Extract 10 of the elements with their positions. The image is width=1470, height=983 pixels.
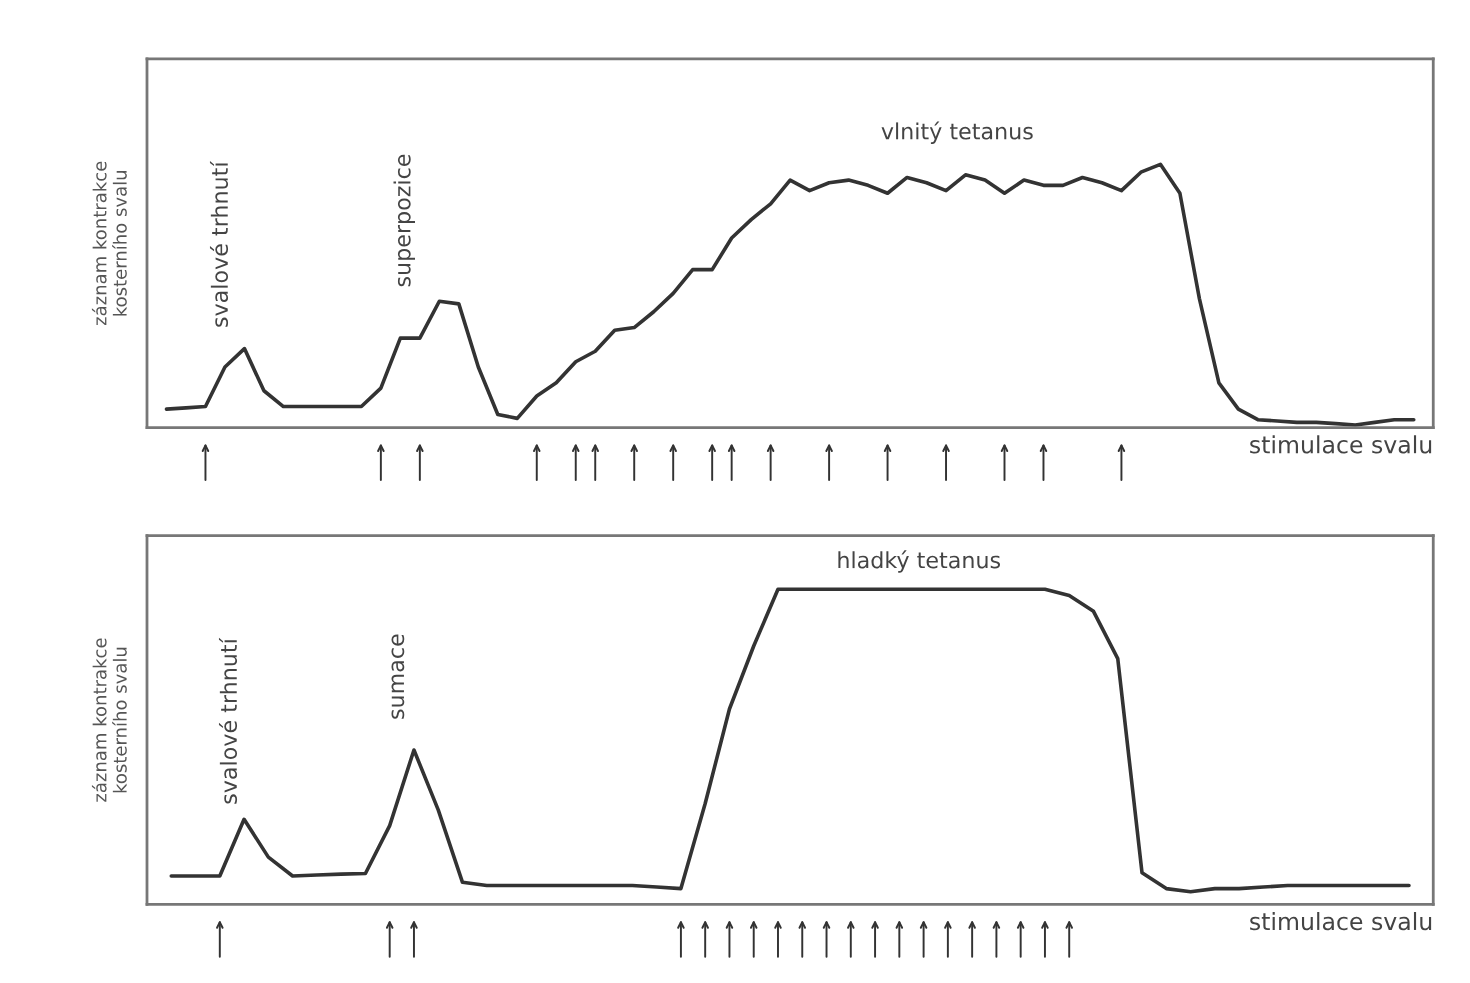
text: hladký tetanus — [838, 550, 1001, 573]
annotation: svalové trhnutí — [218, 637, 238, 804]
y-axis-title: záznam kontrakce kosterního svalu — [91, 638, 127, 802]
x-axis-title: stimulace svalu — [1250, 912, 1432, 931]
x-axis-title: stimulace svalu — [1250, 435, 1432, 454]
y-axis-title: záznam kontrakce kosterního svalu — [91, 161, 127, 326]
annotation: sumace — [391, 634, 405, 719]
annotation: svalové trhnutí — [209, 160, 229, 327]
annotation: superpozice — [393, 154, 415, 287]
text: vlnitý tetanus — [881, 121, 1033, 144]
